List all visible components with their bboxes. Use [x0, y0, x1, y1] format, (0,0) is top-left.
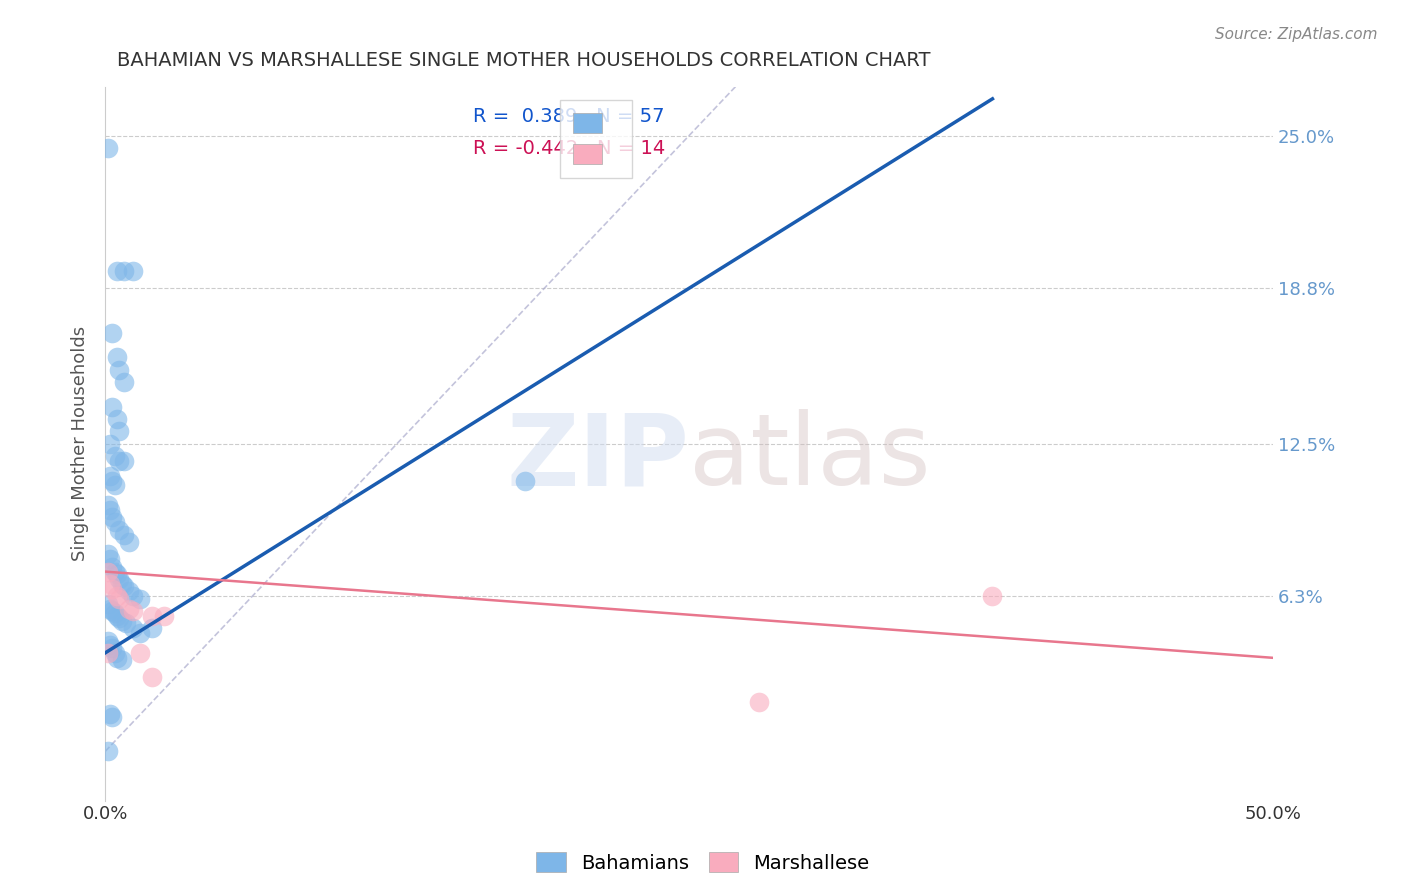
Point	[103, 646, 125, 660]
Point	[112, 579, 135, 593]
Text: R =  0.389   N = 57: R = 0.389 N = 57	[472, 107, 665, 127]
Point	[117, 584, 139, 599]
Point	[110, 653, 132, 667]
Point	[152, 609, 174, 624]
Point	[108, 611, 131, 625]
Point	[96, 646, 118, 660]
Point	[96, 547, 118, 561]
Point	[981, 589, 1004, 603]
Text: R = -0.442   N = 14: R = -0.442 N = 14	[472, 139, 665, 159]
Point	[115, 616, 138, 631]
Point	[103, 449, 125, 463]
Point	[101, 474, 124, 488]
Point	[98, 552, 121, 566]
Point	[96, 498, 118, 512]
Point	[129, 646, 152, 660]
Point	[129, 626, 152, 640]
Point	[98, 577, 121, 591]
Point	[141, 671, 163, 685]
Point	[103, 478, 125, 492]
Point	[101, 710, 124, 724]
Point	[108, 454, 131, 468]
Point	[96, 633, 118, 648]
Legend: Bahamians, Marshallese: Bahamians, Marshallese	[527, 842, 879, 882]
Point	[141, 609, 163, 624]
Point	[105, 650, 128, 665]
Point	[112, 454, 135, 468]
Point	[96, 744, 118, 758]
Point	[117, 535, 139, 549]
Point	[108, 523, 131, 537]
Point	[105, 351, 128, 365]
Point	[101, 510, 124, 524]
Point	[108, 424, 131, 438]
Text: Source: ZipAtlas.com: Source: ZipAtlas.com	[1215, 27, 1378, 42]
Point	[98, 601, 121, 615]
Point	[105, 589, 128, 603]
Point	[141, 621, 163, 635]
Point	[112, 375, 135, 389]
Point	[110, 614, 132, 628]
Point	[101, 326, 124, 340]
Point	[103, 607, 125, 621]
Point	[515, 474, 537, 488]
Text: ZIP: ZIP	[506, 409, 689, 507]
Point	[96, 565, 118, 579]
Point	[96, 141, 118, 155]
Point	[96, 597, 118, 611]
Point	[98, 468, 121, 483]
Legend: , : ,	[560, 100, 631, 178]
Point	[108, 362, 131, 376]
Point	[122, 604, 145, 618]
Point	[112, 527, 135, 541]
Text: atlas: atlas	[689, 409, 931, 507]
Point	[98, 639, 121, 653]
Point	[101, 604, 124, 618]
Point	[129, 591, 152, 606]
Point	[748, 695, 770, 709]
Point	[101, 582, 124, 596]
Point	[98, 707, 121, 722]
Point	[105, 412, 128, 426]
Point	[122, 621, 145, 635]
Point	[122, 264, 145, 278]
Point	[101, 400, 124, 414]
Point	[112, 264, 135, 278]
Point	[103, 565, 125, 579]
Point	[122, 589, 145, 603]
Point	[103, 516, 125, 530]
Text: BAHAMIAN VS MARSHALLESE SINGLE MOTHER HOUSEHOLDS CORRELATION CHART: BAHAMIAN VS MARSHALLESE SINGLE MOTHER HO…	[117, 51, 931, 70]
Point	[98, 436, 121, 450]
Point	[105, 609, 128, 624]
Point	[98, 503, 121, 517]
Point	[105, 264, 128, 278]
Y-axis label: Single Mother Households: Single Mother Households	[72, 326, 89, 561]
Point	[101, 559, 124, 574]
Point	[105, 567, 128, 582]
Point	[117, 601, 139, 615]
Point	[108, 572, 131, 586]
Point	[110, 577, 132, 591]
Point	[108, 591, 131, 606]
Point	[101, 640, 124, 655]
